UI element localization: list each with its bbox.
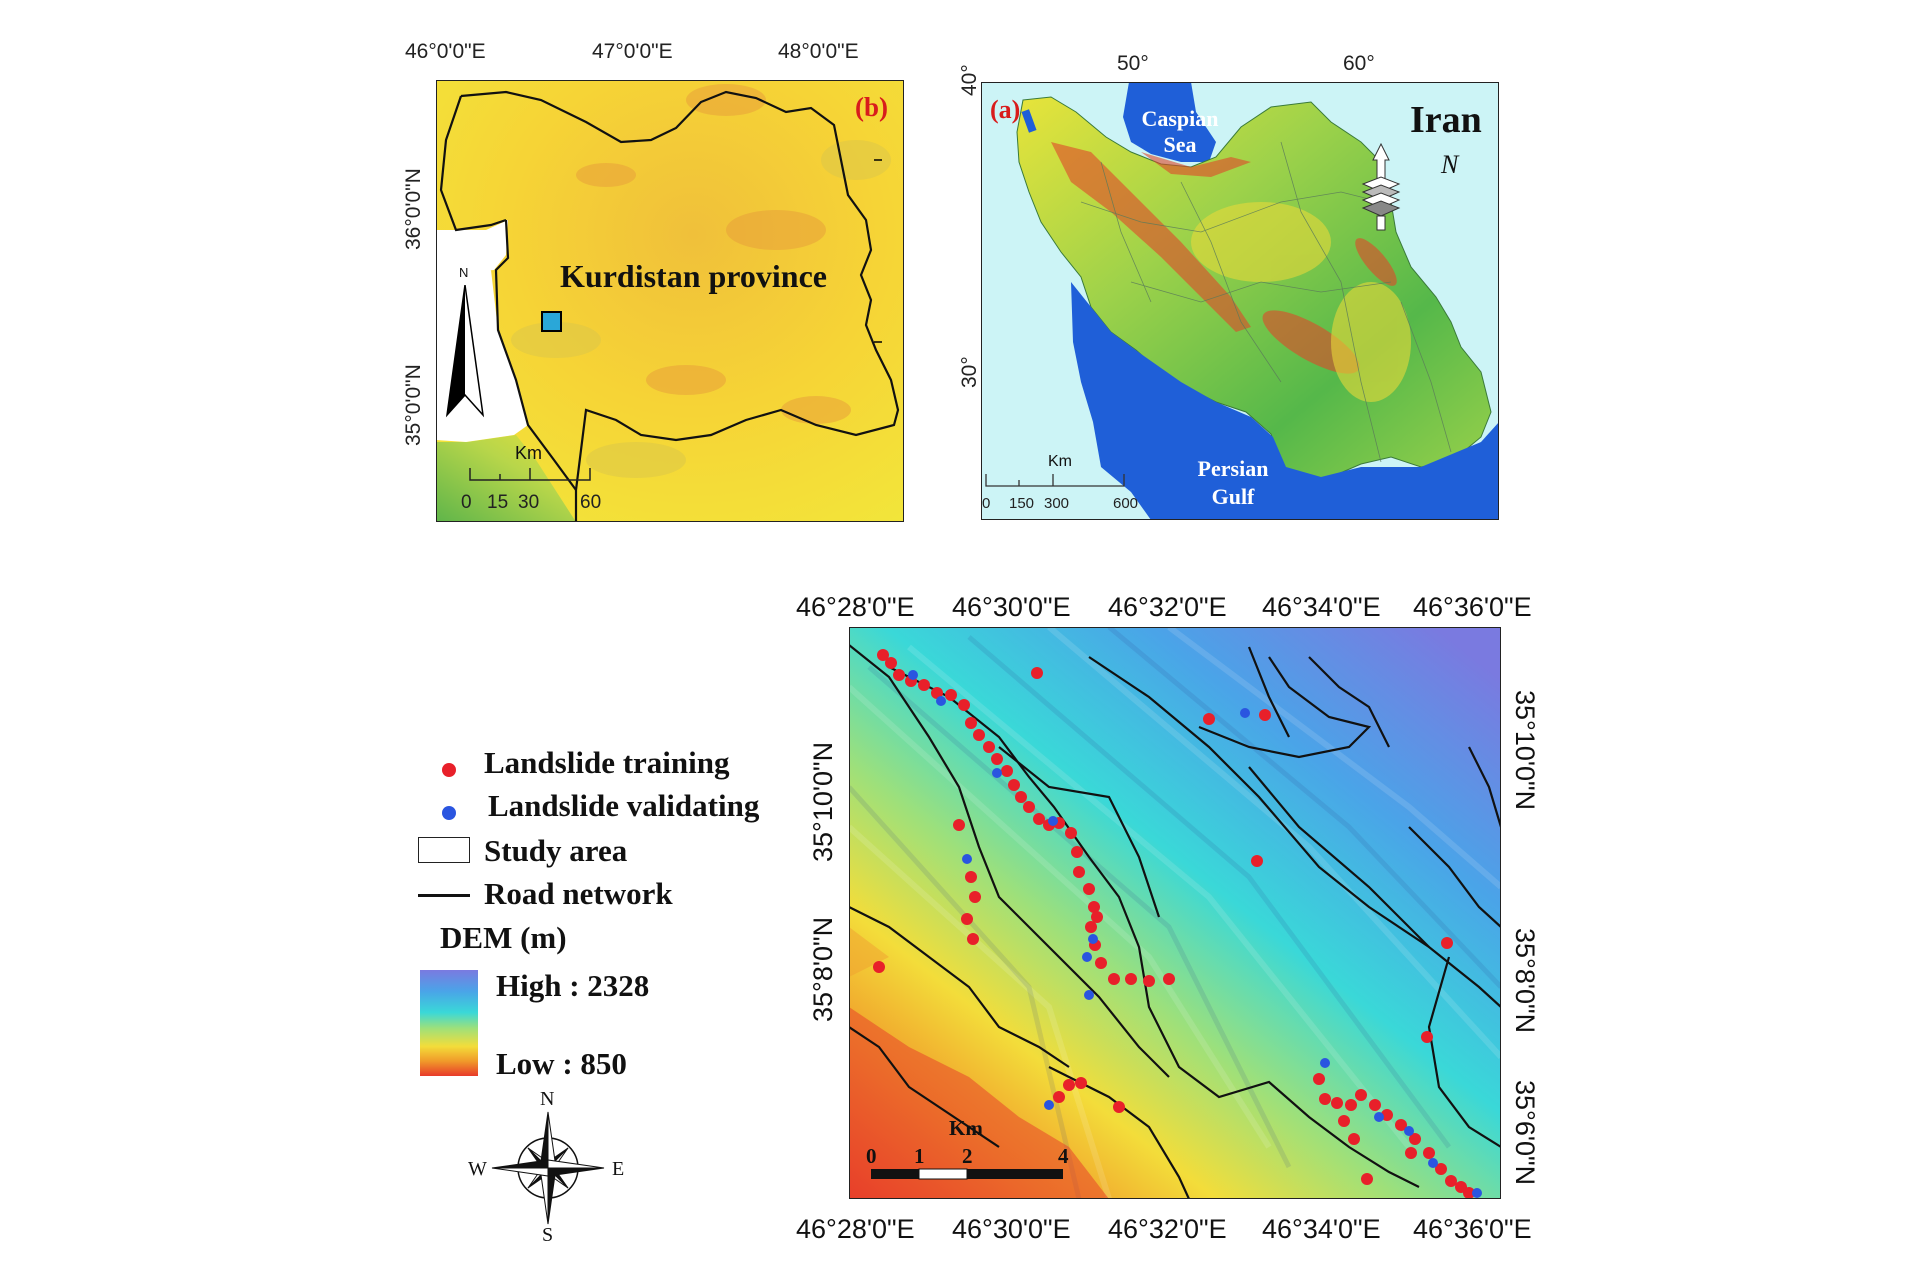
main-left-tick-1: 35°10'0"N (808, 741, 838, 862)
main-bottom-tick-4: 46°34'0"E (1262, 1214, 1381, 1244)
panel-b-label: (b) (855, 92, 888, 122)
study-area-box (541, 311, 562, 332)
kurdistan-province-label: Kurdistan province (560, 258, 827, 294)
panel-b-north-letter: N (459, 265, 469, 280)
iran-map (981, 82, 1499, 520)
compass-w: W (468, 1158, 487, 1180)
legend-validating-label: Landslide validating (488, 788, 760, 823)
legend-high-label: High : 2328 (496, 968, 650, 1003)
main-bottom-tick-3: 46°32'0"E (1108, 1214, 1227, 1244)
main-right-tick-3: 35°6'0"N (1510, 1080, 1540, 1186)
caspian-sea-label: Caspian Sea (1141, 106, 1219, 157)
study-area-dem-map (849, 627, 1501, 1199)
persian-gulf-label: Persian Gulf (1197, 456, 1269, 509)
panel-a-scale-600: 600 (1113, 495, 1139, 512)
main-right-tick-2: 35°8'0"N (1510, 928, 1540, 1034)
main-top-tick-2: 46°30'0"E (952, 592, 1071, 622)
main-bottom-tick-5: 46°36'0"E (1413, 1214, 1532, 1244)
tick-36n: 36°0'0"N (402, 168, 425, 250)
main-scale-4: 4 (1058, 1144, 1069, 1168)
main-top-tick-1: 46°28'0"E (796, 592, 915, 622)
main-scale-bar (871, 1168, 1063, 1180)
study-area-swatch (418, 837, 470, 863)
main-right-tick-1: 35°10'0"N (1510, 690, 1540, 811)
tick-30deg: 30° (958, 356, 981, 388)
legend-study-area-label: Study area (484, 833, 628, 868)
main-bottom-tick-2: 46°30'0"E (952, 1214, 1071, 1244)
main-scale-0: 0 (866, 1144, 877, 1168)
main-left-tick-2: 35°8'0"N (808, 916, 838, 1022)
dem-colorbar (420, 970, 478, 1076)
main-scale-2: 2 (962, 1144, 973, 1168)
tick-47e: 47°0'0"E (592, 40, 673, 63)
tick-40deg: 40° (958, 64, 981, 96)
panel-a-north-letter: N (1441, 150, 1459, 179)
panel-b-scale-60: 60 (580, 492, 602, 513)
compass-rose-icon (491, 1111, 605, 1225)
compass-s: S (542, 1224, 554, 1246)
kurdistan-map (436, 80, 904, 522)
panel-a-north-arrow-icon (1361, 142, 1401, 231)
validating-swatch (442, 806, 456, 820)
main-scale-unit: Km (949, 1116, 983, 1140)
legend-low-label: Low : 850 (496, 1046, 627, 1081)
tick-35n: 35°0'0"N (402, 364, 425, 446)
panel-b-scale-unit: Km (515, 443, 542, 463)
panel-a-label: (a) (990, 95, 1021, 124)
panel-b-frame (436, 80, 904, 522)
iran-label: Iran (1410, 99, 1482, 141)
panel-a-frame (981, 82, 1499, 520)
legend-road-label: Road network (484, 876, 673, 911)
landslide-training-points (873, 649, 1475, 1199)
main-map-frame (849, 627, 1501, 1199)
tick-50deg: 50° (1117, 52, 1149, 75)
panel-b-scale-15: 15 (487, 492, 509, 513)
panel-b-scale-bar (469, 468, 591, 481)
panel-a-scale-unit: Km (1048, 453, 1072, 470)
compass-e: E (612, 1158, 625, 1180)
legend-training-label: Landslide training (484, 745, 730, 780)
panel-b-north-arrow-icon (445, 285, 485, 418)
tick-46e: 46°0'0"E (405, 40, 486, 63)
tick-60deg: 60° (1343, 52, 1375, 75)
panel-a-scale-300: 300 (1044, 495, 1070, 512)
panel-b-scale-30: 30 (518, 492, 540, 513)
panel-a-scale-150: 150 (1009, 495, 1035, 512)
training-swatch (442, 763, 456, 777)
legend-dem-title: DEM (m) (440, 920, 567, 955)
tick-48e: 48°0'0"E (778, 40, 859, 63)
panel-a-scale-0: 0 (982, 495, 991, 512)
panel-b-scale-0: 0 (461, 492, 472, 513)
compass-n: N (540, 1088, 555, 1110)
main-scale-1: 1 (914, 1144, 925, 1168)
main-bottom-tick-1: 46°28'0"E (796, 1214, 915, 1244)
road-swatch (418, 894, 470, 897)
landslide-validating-points (908, 670, 1482, 1198)
main-top-tick-4: 46°34'0"E (1262, 592, 1381, 622)
main-top-tick-5: 46°36'0"E (1413, 592, 1532, 622)
main-top-tick-3: 46°32'0"E (1108, 592, 1227, 622)
